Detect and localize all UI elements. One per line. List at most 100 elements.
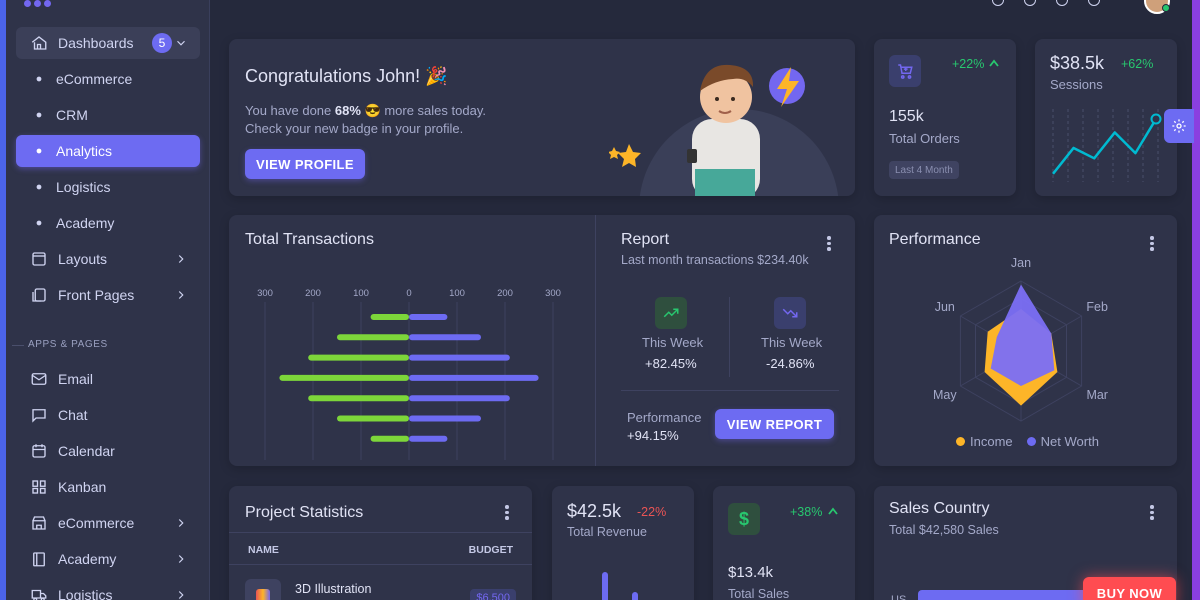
week2-label: This Week bbox=[761, 335, 823, 350]
chevron-right-icon bbox=[174, 588, 188, 600]
project-row-name: 3D Illustration bbox=[295, 582, 372, 596]
chevron-down-icon bbox=[174, 36, 188, 50]
country-bar-label: US bbox=[891, 594, 907, 600]
buy-now-button[interactable]: BUY NOW bbox=[1083, 577, 1176, 600]
calendar-icon bbox=[30, 442, 48, 460]
transactions-bar-negative bbox=[370, 435, 409, 442]
sessions-line bbox=[1052, 118, 1158, 175]
theme-icon[interactable] bbox=[1024, 0, 1036, 6]
section-heading: APPS & PAGES bbox=[28, 339, 108, 350]
sidebar-item-analytics[interactable]: Analytics bbox=[16, 135, 200, 167]
sidebar-item-apps-ecommerce[interactable]: eCommerce bbox=[16, 507, 200, 539]
x-tick-label: 0 bbox=[406, 288, 411, 299]
performance-value: +94.15% bbox=[627, 428, 679, 443]
mail-icon bbox=[30, 370, 48, 388]
congrats-card: Congratulations John! 🎉 You have done 68… bbox=[229, 39, 855, 196]
more-options-icon[interactable] bbox=[827, 236, 831, 251]
sidebar-item-label: Front Pages bbox=[58, 287, 135, 303]
trending-up-icon bbox=[655, 297, 687, 329]
country-subtitle: Total $42,580 Sales bbox=[889, 523, 999, 537]
x-tick-label: 300 bbox=[257, 288, 273, 299]
sidebar: Dashboards 5 eCommerce CRM Analytics Log… bbox=[6, 0, 210, 600]
sidebar-item-chat[interactable]: Chat bbox=[16, 399, 200, 431]
transactions-report-card: Total Transactions 300 200 100 0 100 200 300 R… bbox=[229, 215, 855, 466]
window-frame-right bbox=[1192, 0, 1200, 600]
radar-axis-label: Jan bbox=[1011, 256, 1031, 270]
shortcut-icon[interactable] bbox=[992, 0, 1004, 6]
view-report-button[interactable]: VIEW REPORT bbox=[715, 409, 834, 439]
bullet-icon bbox=[36, 220, 42, 226]
week2-value: -24.86% bbox=[766, 356, 815, 371]
transactions-bar-negative bbox=[308, 395, 409, 402]
project-thumbnail bbox=[245, 579, 281, 600]
sidebar-item-label: Logistics bbox=[56, 179, 111, 195]
performance-radar-chart: JanFebMarAprMayJun bbox=[933, 256, 1108, 422]
report-divider bbox=[621, 390, 839, 391]
report-subtitle: Last month transactions $234.40k bbox=[621, 253, 809, 267]
character-illustration bbox=[609, 64, 839, 196]
chevron-right-icon bbox=[174, 252, 188, 266]
radar-series-net-worth bbox=[990, 284, 1055, 386]
revenue-label: Total Revenue bbox=[567, 525, 647, 539]
column-header-name: NAME bbox=[248, 544, 279, 556]
sidebar-item-kanban[interactable]: Kanban bbox=[16, 471, 200, 503]
congrats-title: Congratulations John! 🎉 bbox=[245, 66, 448, 86]
week1-label: This Week bbox=[642, 335, 704, 350]
window-frame-left bbox=[0, 0, 6, 600]
sidebar-item-apps-academy[interactable]: Academy bbox=[16, 543, 200, 575]
sidebar-item-label: eCommerce bbox=[56, 71, 133, 87]
total-revenue-card: $42.5k -22% Total Revenue bbox=[552, 486, 694, 600]
sidebar-item-ecommerce[interactable]: eCommerce bbox=[16, 63, 200, 95]
chart-legend: Income Net Worth bbox=[956, 434, 1099, 449]
performance-title: Performance bbox=[889, 231, 981, 248]
bell-icon[interactable] bbox=[1088, 0, 1100, 6]
view-profile-button[interactable]: VIEW PROFILE bbox=[245, 149, 365, 179]
layout-icon bbox=[30, 250, 48, 268]
transactions-bar-negative bbox=[279, 374, 409, 381]
sidebar-item-logistics[interactable]: Logistics bbox=[16, 171, 200, 203]
sidebar-item-calendar[interactable]: Calendar bbox=[16, 435, 200, 467]
more-options-icon[interactable] bbox=[1150, 505, 1154, 520]
sidebar-item-front-pages[interactable]: Front Pages bbox=[16, 279, 200, 311]
apps-icon[interactable] bbox=[1056, 0, 1068, 6]
country-bar bbox=[918, 590, 1118, 600]
sidebar-item-label: Dashboards bbox=[58, 35, 134, 51]
sessions-line-chart bbox=[1052, 109, 1162, 182]
sidebar-item-academy[interactable]: Academy bbox=[16, 207, 200, 239]
cart-icon bbox=[889, 55, 921, 87]
congrats-percent: 68% bbox=[334, 103, 361, 118]
sidebar-item-apps-logistics[interactable]: Logistics bbox=[16, 579, 200, 600]
legend-networth: Net Worth bbox=[1040, 434, 1099, 449]
transactions-bar-positive bbox=[409, 435, 448, 442]
truck-icon bbox=[30, 586, 48, 600]
sessions-value: $38.5k bbox=[1050, 53, 1105, 73]
stat-divider bbox=[729, 297, 730, 377]
home-icon bbox=[30, 34, 48, 52]
performance-label: Performance bbox=[627, 410, 702, 425]
transactions-bar-negative bbox=[337, 415, 409, 422]
orders-label: Total Orders bbox=[889, 131, 960, 146]
performance-card: Performance JanFebMarAprMayJun Income Ne… bbox=[874, 215, 1177, 466]
congrats-line2: Check your new badge in your profile. bbox=[245, 121, 464, 136]
radar-axis-label: May bbox=[933, 388, 957, 402]
sidebar-item-crm[interactable]: CRM bbox=[16, 99, 200, 131]
total-sales-card: $ +38% $13.4k Total Sales bbox=[713, 486, 855, 600]
sidebar-item-dashboards[interactable]: Dashboards 5 bbox=[16, 27, 200, 59]
transactions-bar-positive bbox=[409, 374, 539, 381]
sidebar-item-layouts[interactable]: Layouts bbox=[16, 243, 200, 275]
more-options-icon[interactable] bbox=[1150, 236, 1154, 251]
sidebar-item-email[interactable]: Email bbox=[16, 363, 200, 395]
gear-icon bbox=[1172, 119, 1186, 133]
sidebar-item-label: Logistics bbox=[58, 587, 113, 600]
transactions-bar-positive bbox=[409, 334, 481, 341]
sidebar-item-label: Chat bbox=[58, 407, 88, 423]
total-orders-card: +22% 155k Total Orders Last 4 Month bbox=[874, 39, 1016, 196]
radar-axis-label: Feb bbox=[1086, 300, 1108, 314]
transactions-bar-positive bbox=[409, 415, 481, 422]
customizer-button[interactable] bbox=[1164, 109, 1194, 143]
transactions-bar-positive bbox=[409, 395, 510, 402]
more-options-icon[interactable] bbox=[505, 505, 509, 520]
orders-value: 155k bbox=[889, 108, 924, 125]
sidebar-item-label: Kanban bbox=[58, 479, 107, 495]
sidebar-item-label: CRM bbox=[56, 107, 88, 123]
